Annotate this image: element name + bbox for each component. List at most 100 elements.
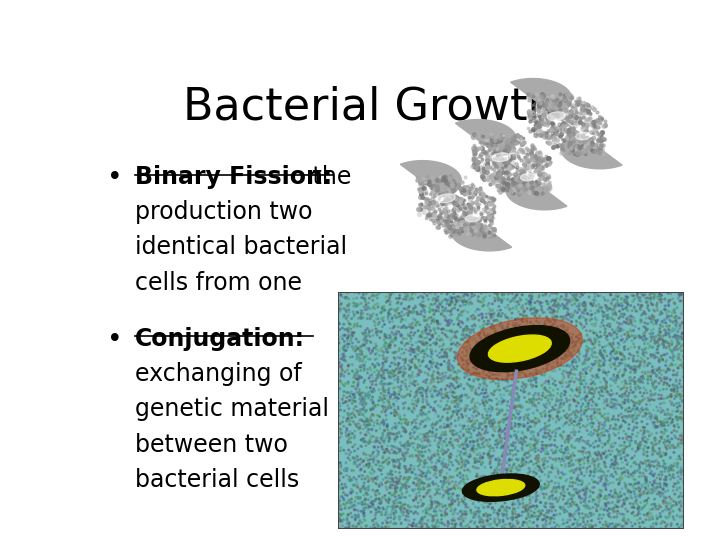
Point [575,373,586,381]
Point [595,524,607,533]
Point [546,298,557,306]
Point [543,153,554,162]
Point [599,346,611,355]
Point [340,464,351,472]
Point [491,521,503,529]
Point [544,350,555,359]
Point [610,425,621,434]
Point [348,378,359,387]
Point [462,221,473,230]
Point [529,440,541,449]
Point [645,509,657,518]
Point [487,353,499,361]
Point [424,327,436,335]
Point [532,462,544,470]
Point [548,307,559,316]
Point [472,222,484,231]
Point [652,422,663,431]
Point [651,429,662,437]
Point [580,521,591,529]
Point [477,294,489,303]
Point [527,401,539,410]
Point [598,505,610,514]
Point [511,291,523,299]
Point [509,505,521,514]
Point [583,448,595,456]
Point [389,390,400,399]
Point [470,185,482,193]
Point [531,470,542,478]
Point [629,373,640,382]
Point [564,457,576,466]
Point [462,503,474,512]
Point [540,498,552,507]
Point [644,390,656,399]
Point [546,112,558,120]
Point [559,323,570,332]
Point [367,516,379,525]
Point [359,376,371,384]
Point [589,334,600,343]
Point [464,450,476,458]
Point [596,428,608,437]
Point [372,416,383,425]
Point [481,162,492,171]
Point [575,423,586,431]
Point [497,503,508,512]
Point [606,504,618,513]
Point [521,514,532,523]
Point [363,482,374,490]
Point [539,129,550,137]
Point [647,343,659,352]
Point [567,343,578,352]
Point [672,338,684,347]
Point [446,192,458,200]
Point [543,395,554,403]
Point [407,408,418,416]
Point [485,457,496,466]
Point [446,398,457,407]
Point [377,302,388,311]
Point [487,377,499,386]
Point [536,119,547,128]
Point [395,492,407,501]
Point [471,157,482,165]
Point [613,416,624,424]
Point [522,163,534,172]
Point [455,519,467,528]
Point [553,89,564,98]
Point [433,353,445,362]
Point [442,414,454,422]
Point [496,346,508,354]
Point [338,381,349,389]
Point [672,390,684,399]
Point [431,485,443,494]
Point [626,430,638,438]
Point [588,288,600,296]
Point [543,105,554,113]
Point [513,183,524,192]
Point [405,337,416,346]
Point [440,203,451,212]
Point [621,435,632,443]
Point [532,97,544,106]
Point [420,430,431,438]
Point [501,374,513,382]
Point [671,413,683,421]
Point [589,122,600,130]
Point [420,328,431,336]
Point [517,402,528,411]
Point [343,412,355,421]
Point [337,370,348,379]
Point [422,382,433,391]
Point [585,364,597,373]
Point [626,494,637,502]
Point [575,97,586,106]
Point [500,495,512,504]
Point [529,298,541,307]
Point [464,230,476,238]
Point [672,327,683,336]
Point [352,524,364,533]
Point [521,433,532,442]
Point [467,349,479,357]
